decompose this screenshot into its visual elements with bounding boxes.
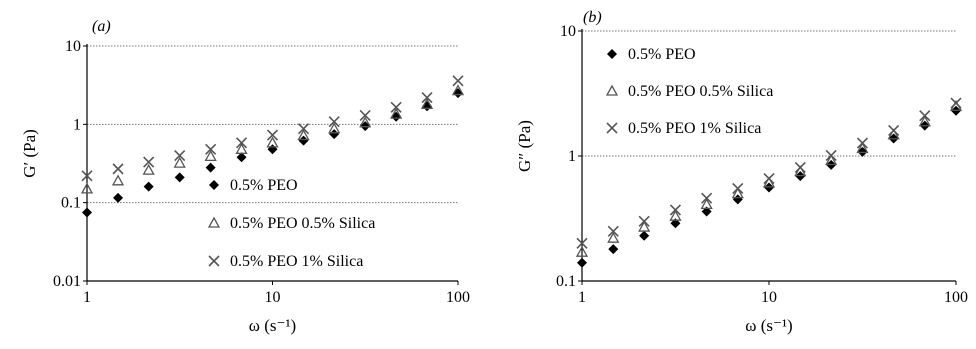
y-tick-label: 0.1 (61, 195, 81, 212)
legend-marker-diamond (607, 49, 617, 59)
y-tick-label: 10 (560, 23, 576, 40)
x-tick-label: 10 (761, 289, 777, 306)
data-point-diamond (113, 192, 124, 203)
legend-label: 0.5% PEO (628, 46, 696, 63)
x-tick-label: 1 (578, 289, 586, 306)
data-point-triangle (451, 84, 465, 96)
x-tick-label: 100 (944, 289, 968, 306)
legend-label: 0.5% PEO 0.5% Silica (628, 83, 773, 100)
data-point-cross (669, 204, 682, 216)
x-axis-label: ω (s⁻¹) (249, 316, 296, 335)
data-point-triangle (638, 220, 651, 232)
data-point-triangle (297, 129, 310, 141)
data-point-triangle (669, 209, 682, 221)
legend-label: 0.5% PEO 0.5% Silica (230, 215, 375, 232)
data-point-diamond (329, 129, 340, 140)
data-point-triangle (390, 107, 403, 119)
data-point-cross (950, 97, 962, 109)
data-point-cross (576, 237, 588, 249)
data-point-cross (174, 149, 186, 162)
x-tick-label: 10 (265, 289, 281, 306)
y-tick-label: 1 (568, 148, 576, 165)
data-point-cross (297, 123, 310, 135)
data-point-triangle (762, 176, 776, 188)
data-point-triangle (825, 154, 838, 166)
y-tick-label: 0.01 (53, 273, 81, 290)
x-tick-label: 100 (446, 289, 470, 306)
legend-marker-triangle (605, 84, 619, 96)
data-point-cross (732, 182, 744, 195)
legend-label: 0.5% PEO 1% Silica (230, 253, 363, 270)
panel-tag: (a) (92, 18, 111, 35)
data-point-cross (919, 110, 931, 122)
data-point-triangle (731, 187, 744, 199)
legend-marker-cross (606, 122, 618, 134)
data-point-diamond (577, 257, 587, 268)
data-point-triangle (80, 182, 94, 194)
data-point-cross (888, 124, 900, 137)
data-point-cross (328, 116, 340, 128)
data-point-diamond (143, 181, 154, 192)
data-point-cross (794, 161, 806, 174)
data-point-cross (856, 137, 869, 149)
data-point-cross (825, 149, 837, 162)
legend-marker-diamond (209, 180, 219, 190)
panel-tag: (b) (583, 9, 602, 26)
x-tick-label: 1 (83, 289, 91, 306)
data-point-triangle (111, 174, 125, 186)
data-point-triangle (575, 245, 589, 257)
data-point-cross (763, 172, 775, 185)
data-point-cross (638, 215, 650, 227)
data-point-cross (421, 91, 433, 104)
data-point-triangle (420, 97, 434, 109)
data-point-cross (607, 225, 619, 237)
data-point-cross (359, 109, 371, 121)
data-point-triangle (235, 142, 248, 154)
data-point-triangle (204, 150, 217, 162)
data-point-diamond (298, 135, 309, 146)
data-point-cross (390, 101, 402, 113)
data-point-diamond (174, 172, 185, 183)
data-point-triangle (266, 136, 279, 148)
data-point-triangle (607, 231, 620, 243)
data-point-triangle (918, 115, 931, 127)
data-point-diamond (639, 230, 650, 241)
y-tick-label: 0.1 (556, 273, 576, 290)
data-point-diamond (82, 207, 92, 218)
legend-label: 0.5% PEO 1% Silica (628, 120, 761, 137)
data-point-diamond (236, 152, 247, 163)
data-point-diamond (732, 194, 743, 205)
data-point-cross (112, 163, 124, 175)
panel-a-chart: 0.01 0.1 1 10 1 10 100 ω (s⁻¹) G′ (Pa) (a) 0.5% PE… (20, 18, 470, 335)
y-tick-label: 10 (65, 38, 81, 55)
legend-marker-triangle (207, 216, 221, 228)
data-point-triangle (887, 128, 900, 140)
data-point-triangle (794, 165, 807, 177)
data-point-triangle (359, 116, 372, 128)
x-axis-label: ω (s⁻¹) (745, 316, 792, 335)
data-point-diamond (205, 162, 216, 173)
data-point-cross (235, 137, 248, 149)
data-point-triangle (173, 156, 186, 168)
data-point-cross (81, 170, 93, 182)
legend-marker-cross (208, 255, 220, 267)
data-point-triangle (142, 163, 155, 175)
data-point-cross (143, 156, 155, 168)
data-point-triangle (856, 142, 869, 154)
data-point-diamond (267, 144, 278, 155)
data-point-cross (205, 143, 217, 155)
data-point-diamond (608, 244, 619, 255)
data-point-cross (266, 129, 279, 141)
data-point-cross (701, 192, 713, 204)
data-point-cross (452, 75, 464, 87)
data-point-triangle (700, 198, 713, 210)
y-axis-label: G″ (Pa) (515, 120, 534, 172)
data-point-triangle (328, 122, 341, 134)
y-tick-label: 1 (73, 116, 81, 133)
legend-label: 0.5% PEO (230, 177, 298, 194)
y-axis-label: G′ (Pa) (20, 129, 39, 178)
